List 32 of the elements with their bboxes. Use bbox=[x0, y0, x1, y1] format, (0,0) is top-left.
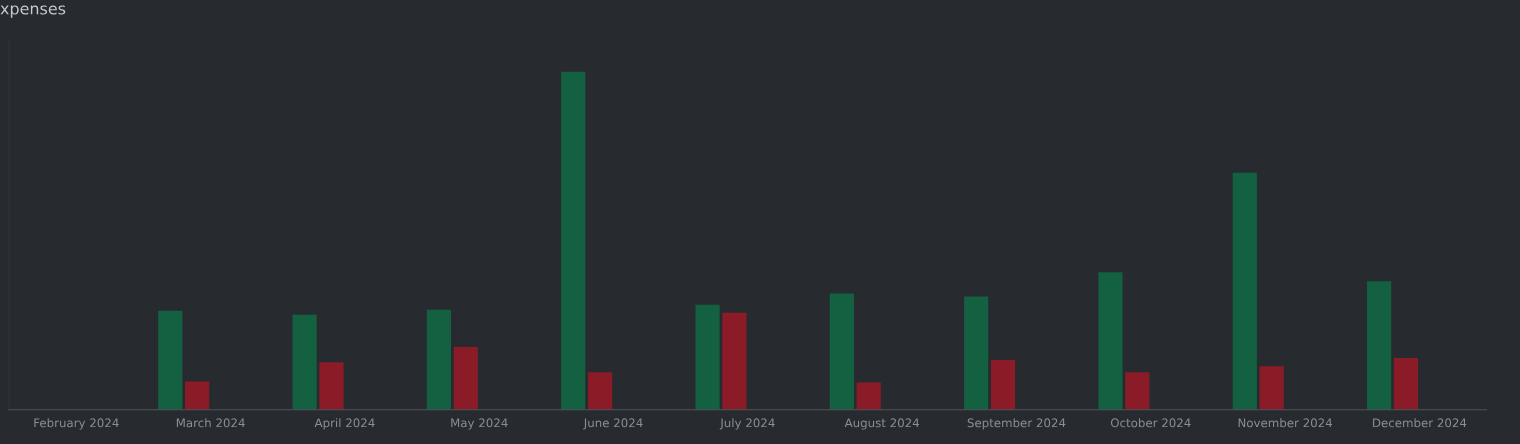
x-tick-label: April 2024 bbox=[314, 418, 375, 430]
bar bbox=[1259, 366, 1284, 410]
x-tick-label: August 2024 bbox=[844, 418, 920, 430]
bar bbox=[829, 293, 854, 410]
bar bbox=[185, 381, 210, 410]
bar bbox=[964, 296, 989, 410]
bar bbox=[561, 71, 586, 410]
bar bbox=[1367, 281, 1392, 410]
x-tick-label: March 2024 bbox=[176, 418, 245, 428]
bar bbox=[158, 310, 183, 410]
bar bbox=[426, 309, 452, 410]
bar bbox=[1393, 358, 1419, 410]
x-tick-label: June 2024 bbox=[583, 418, 643, 430]
x-tick-label: October 2024 bbox=[1110, 418, 1191, 428]
bar bbox=[292, 314, 317, 410]
bar bbox=[319, 362, 344, 410]
bar bbox=[1098, 272, 1123, 410]
bar bbox=[990, 360, 1016, 410]
x-tick-label: December 2024 bbox=[1373, 418, 1467, 428]
x-tick-label: November 2024 bbox=[1238, 418, 1333, 428]
x-tick-label: September 2024 bbox=[967, 418, 1066, 430]
bar bbox=[856, 382, 881, 410]
bar bbox=[588, 372, 613, 410]
chart-title: xpenses bbox=[0, 5, 66, 18]
bar bbox=[695, 304, 720, 410]
x-tick-label: July 2024 bbox=[719, 418, 775, 430]
bar bbox=[453, 346, 478, 410]
x-tick-label: February 2024 bbox=[34, 418, 119, 430]
bar bbox=[722, 312, 747, 410]
bar bbox=[1125, 372, 1150, 410]
x-tick-label: May 2024 bbox=[451, 418, 508, 430]
bar bbox=[1232, 172, 1257, 410]
